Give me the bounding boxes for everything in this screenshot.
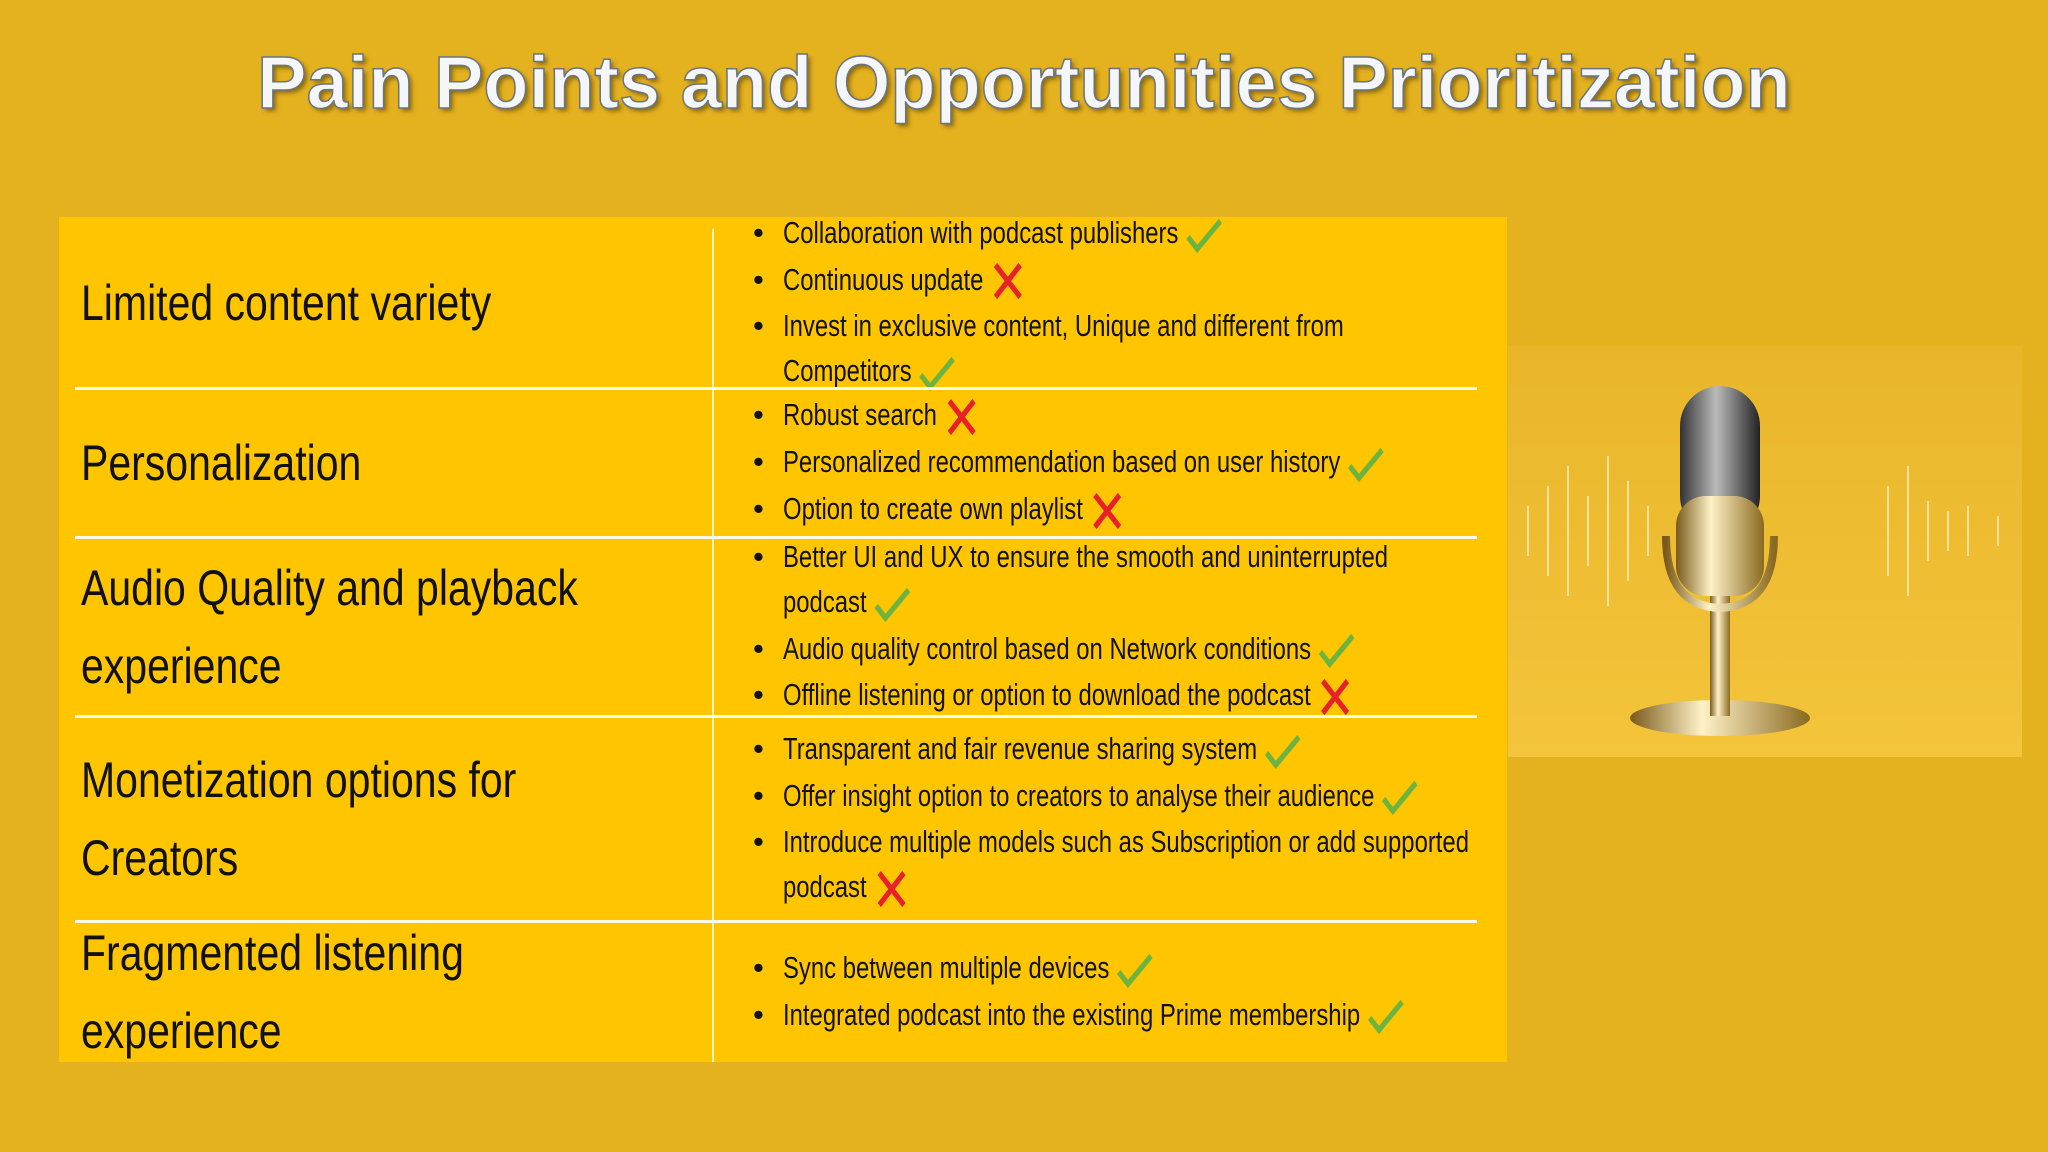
check-icon [1186,218,1222,253]
check-icon [1381,781,1418,816]
opportunity-text: Introduce multiple models such as Subscr… [783,824,1469,905]
opportunity-text: Collaboration with podcast publishers [783,214,1179,250]
opportunity-line: Integrated podcast into the existing Pri… [783,992,1476,1039]
opportunity-line: Continuous update [783,257,1476,304]
opportunity-text: Better UI and UX to ensure the smooth an… [783,538,1389,619]
opportunity-list: Sync between multiple devices Integrated … [749,921,1683,1062]
opportunity-line: Audio quality control based on Network c… [783,626,1476,673]
opportunity-text: Offer insight option to creators to anal… [783,777,1375,813]
cross-icon [994,263,1022,300]
opportunity-item: Personalized recommendation based on use… [749,439,1683,486]
slide-title: Pain Points and Opportunities Prioritiza… [256,40,1791,125]
opportunity-item: Invest in exclusive content, Unique and … [749,303,1683,395]
opportunity-item: Introduce multiple models such as Subscr… [749,819,1683,911]
opportunity-item: Better UI and UX to ensure the smooth an… [749,534,1683,626]
opportunity-text: Integrated podcast into the existing Pri… [783,996,1361,1032]
opportunity-list: Transparent and fair revenue sharing sys… [749,716,1683,921]
opportunity-line: Introduce multiple models such as Subscr… [783,819,1476,911]
opportunity-line: Sync between multiple devices [783,945,1476,992]
opportunity-line: Offer insight option to creators to anal… [783,773,1476,820]
opportunity-item: Transparent and fair revenue sharing sys… [749,726,1683,773]
opportunity-list: Robust search Personalized recommendation… [749,388,1683,537]
check-icon [874,587,910,622]
opportunity-text: Transparent and fair revenue sharing sys… [783,730,1258,766]
check-icon [1117,953,1153,988]
opportunity-line: Collaboration with podcast publishers [783,210,1476,257]
row-separator [75,387,1477,390]
opportunity-text: Audio quality control based on Network c… [783,630,1312,666]
pain-point-cell: Fragmented listening experience [81,921,801,1062]
pain-point: Audio Quality and playback experience [81,559,578,694]
opportunity-line: Offline listening or option to download … [783,672,1476,719]
opportunity-item: Integrated podcast into the existing Pri… [749,992,1683,1039]
pain-point: Personalization [81,434,362,491]
row-separator [75,715,1477,718]
table-row: Audio Quality and playback experience Bet… [59,534,1507,718]
pain-point: Monetization options for Creators [81,751,517,886]
check-icon [1318,634,1355,669]
opportunity-line: Invest in exclusive content, Unique and … [783,303,1476,395]
cross-icon [877,871,906,908]
opportunity-line: Transparent and fair revenue sharing sys… [783,726,1476,773]
pain-point: Fragmented listening experience [81,924,464,1059]
pain-point: Limited content variety [81,274,492,331]
opportunity-text: Sync between multiple devices [783,949,1110,985]
column-divider [712,229,714,1062]
opportunity-line: Option to create own playlist [783,486,1476,533]
row-separator [75,920,1477,923]
opportunity-item: Collaboration with podcast publishers [749,210,1683,257]
table-row: Monetization options for Creators Transpa… [59,716,1507,923]
opportunity-item: Continuous update [749,257,1683,304]
opportunity-text: Personalized recommendation based on use… [783,444,1341,480]
check-icon [1367,1000,1404,1035]
opportunity-item: Sync between multiple devices [749,945,1683,992]
opportunity-item: Offline listening or option to download … [749,672,1683,719]
table-row: Limited content variety Collaboration wit… [59,210,1507,392]
opportunity-text: Continuous update [783,261,984,297]
opportunity-line: Personalized recommendation based on use… [783,439,1476,486]
pain-point-cell: Audio Quality and playback experience [81,537,801,716]
opportunity-text: Invest in exclusive content, Unique and … [783,308,1344,389]
pain-point-cell: Monetization options for Creators [81,716,801,921]
cross-icon [1321,679,1350,716]
table-row: Personalization Robust search Personalized… [59,388,1507,539]
pain-point-cell: Limited content variety [81,217,801,388]
cross-icon [947,398,976,436]
opportunity-text: Option to create own playlist [783,490,1083,526]
opportunity-list: Collaboration with podcast publishers Con… [749,210,1683,392]
opportunity-item: Offer insight option to creators to anal… [749,773,1683,820]
opportunity-line: Better UI and UX to ensure the smooth an… [783,534,1476,626]
priority-table: Limited content variety Collaboration wit… [59,210,1507,1062]
cross-icon [1093,492,1122,529]
check-icon [1264,734,1301,769]
opportunity-line: Robust search [783,392,1476,439]
table-row: Fragmented listening experience Sync betw… [59,921,1507,1062]
opportunity-text: Robust search [783,397,937,433]
check-icon [1347,447,1384,483]
opportunity-item: Option to create own playlist [749,486,1683,533]
pain-point-cell: Personalization [81,388,801,537]
opportunity-list: Better UI and UX to ensure the smooth an… [749,534,1683,719]
opportunity-text: Offline listening or option to download … [783,677,1311,713]
opportunity-item: Audio quality control based on Network c… [749,626,1683,673]
microphone-image [1508,346,2022,757]
opportunity-item: Robust search [749,392,1683,439]
